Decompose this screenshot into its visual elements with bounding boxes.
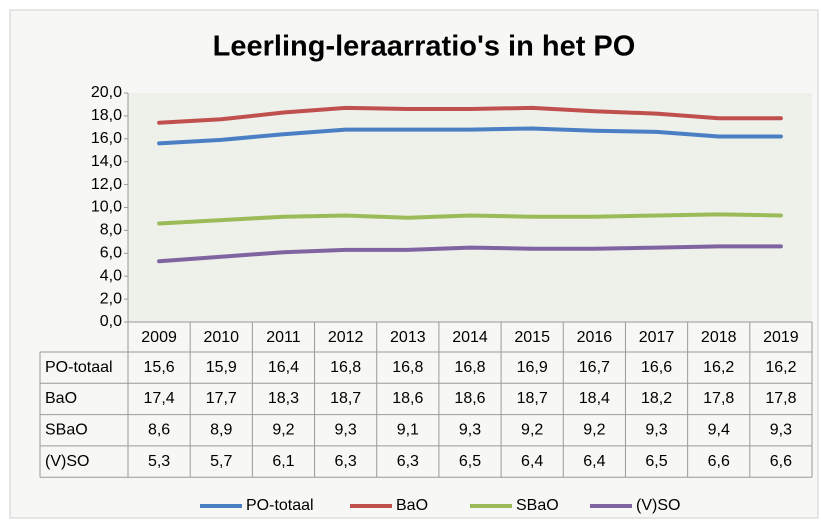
- table-cell: 5,7: [210, 453, 232, 470]
- table-cell: 8,6: [148, 421, 170, 438]
- row-label: BaO: [45, 390, 77, 407]
- table-cell: 16,7: [579, 359, 610, 376]
- x-tick-label: 2010: [203, 329, 239, 346]
- plot-area: [128, 93, 812, 322]
- table-cell: 9,2: [583, 421, 605, 438]
- legend-label: PO-totaal: [246, 497, 314, 514]
- x-tick-label: 2012: [328, 329, 364, 346]
- x-tick-label: 2016: [577, 329, 613, 346]
- table-cell: 9,3: [645, 421, 667, 438]
- table-cell: 17,8: [765, 390, 796, 407]
- y-tick-label: 12,0: [91, 176, 122, 193]
- table-cell: 16,8: [330, 359, 361, 376]
- series-line: [157, 105, 783, 125]
- table-cell: 16,4: [268, 359, 299, 376]
- table-cell: 15,6: [144, 359, 175, 376]
- y-tick-label: 2,0: [100, 290, 122, 307]
- table-cell: 18,6: [392, 390, 423, 407]
- table-cell: 16,2: [765, 359, 796, 376]
- table-cell: 15,9: [206, 359, 237, 376]
- table-cell: 9,4: [708, 421, 730, 438]
- table-cell: 16,9: [517, 359, 548, 376]
- table-cell: 16,8: [392, 359, 423, 376]
- table-cell: 6,6: [770, 453, 792, 470]
- table-cell: 6,6: [708, 453, 730, 470]
- table-cell: 6,3: [335, 453, 357, 470]
- table-cell: 5,3: [148, 453, 170, 470]
- y-tick-label: 16,0: [91, 130, 122, 147]
- chart-title: Leerling-leraarratio's in het PO: [213, 31, 636, 63]
- table-cell: 9,2: [521, 421, 543, 438]
- legend-label: SBaO: [516, 497, 559, 514]
- table-cell: 17,8: [703, 390, 734, 407]
- x-tick-label: 2011: [266, 329, 301, 346]
- x-tick-label: 2015: [514, 329, 550, 346]
- y-tick-label: 20,0: [91, 84, 122, 101]
- table-cell: 18,3: [268, 390, 299, 407]
- table-cell: 6,3: [397, 453, 419, 470]
- row-label: SBaO: [45, 421, 88, 438]
- x-tick-label: 2019: [763, 329, 799, 346]
- table-cell: 9,3: [770, 421, 792, 438]
- table-cell: 6,4: [521, 453, 543, 470]
- y-tick-label: 14,0: [91, 153, 122, 170]
- y-tick-label: 8,0: [100, 222, 122, 239]
- table-cell: 17,7: [206, 390, 237, 407]
- y-tick-label: 10,0: [91, 199, 122, 216]
- y-tick-label: 4,0: [100, 267, 122, 284]
- table-cell: 6,4: [583, 453, 605, 470]
- table-cell: 18,6: [454, 390, 485, 407]
- legend-label: BaO: [396, 497, 428, 514]
- table-cell: 8,9: [210, 421, 232, 438]
- legend-label: (V)SO: [636, 497, 680, 514]
- table-cell: 9,3: [335, 421, 357, 438]
- y-tick-label: 18,0: [91, 107, 122, 124]
- row-label: PO-totaal: [45, 359, 113, 376]
- x-tick-label: 2013: [390, 329, 426, 346]
- series-line: [157, 244, 783, 264]
- table-cell: 16,2: [703, 359, 734, 376]
- table-cell: 17,4: [144, 390, 175, 407]
- x-tick-label: 2017: [639, 329, 675, 346]
- table-cell: 16,8: [454, 359, 485, 376]
- series-line: [157, 212, 783, 226]
- row-label: (V)SO: [45, 453, 89, 470]
- series-line: [157, 126, 783, 146]
- x-tick-label: 2009: [141, 329, 177, 346]
- table-cell: 18,7: [517, 390, 548, 407]
- table-cell: 9,3: [459, 421, 481, 438]
- table-cell: 6,5: [645, 453, 667, 470]
- table-cell: 18,7: [330, 390, 361, 407]
- y-tick-label: 0,0: [100, 313, 122, 330]
- table-cell: 6,1: [272, 453, 294, 470]
- table-cell: 6,5: [459, 453, 481, 470]
- table-cell: 9,1: [397, 421, 419, 438]
- y-tick-label: 6,0: [100, 245, 122, 262]
- x-tick-label: 2018: [701, 329, 737, 346]
- table-cell: 16,6: [641, 359, 672, 376]
- x-tick-label: 2014: [452, 329, 488, 346]
- table-cell: 18,2: [641, 390, 672, 407]
- table-cell: 18,4: [579, 390, 610, 407]
- table-cell: 9,2: [272, 421, 294, 438]
